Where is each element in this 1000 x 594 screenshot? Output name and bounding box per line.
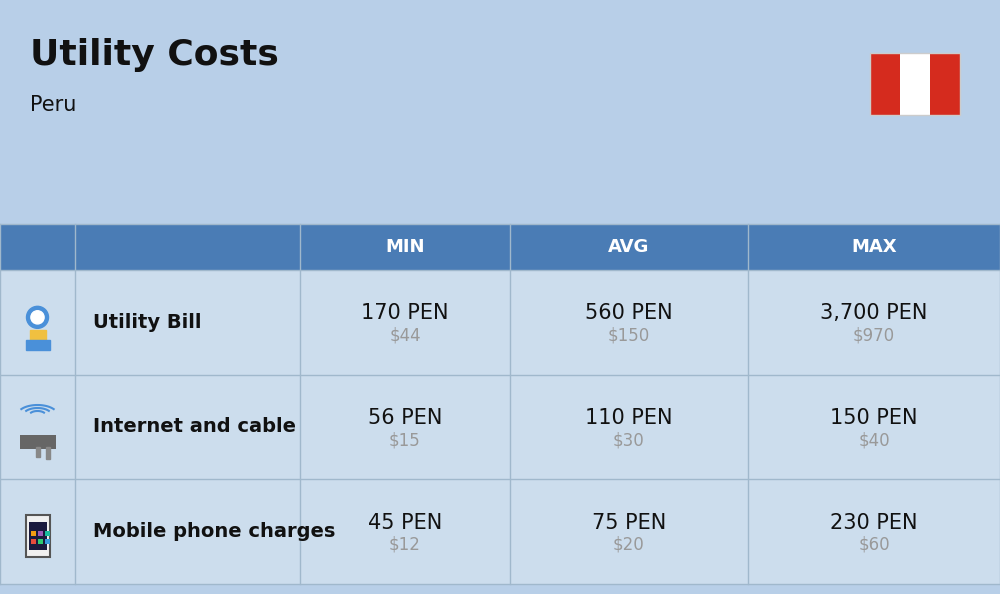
Bar (510, 270, 748, 375)
Text: 45 PEN: 45 PEN (368, 513, 442, 533)
Bar (510, 479, 748, 584)
Text: 3,700 PEN: 3,700 PEN (820, 304, 928, 323)
Bar (75, 270, 300, 375)
Bar (44, 530, 50, 536)
Text: MAX: MAX (851, 238, 897, 256)
Bar (748, 224, 1000, 270)
Text: 75 PEN: 75 PEN (592, 513, 666, 533)
Text: 110 PEN: 110 PEN (585, 408, 673, 428)
Bar (510, 224, 748, 270)
Bar (0, 224, 75, 270)
Bar (46, 447, 50, 459)
Bar (30, 539, 36, 544)
Circle shape (26, 307, 48, 328)
FancyBboxPatch shape (870, 53, 900, 115)
Bar (75, 375, 300, 479)
Bar (75, 479, 300, 584)
Text: $30: $30 (613, 431, 645, 449)
Bar (300, 479, 510, 584)
Bar (748, 375, 1000, 479)
Bar (30, 530, 36, 536)
Text: $970: $970 (853, 326, 895, 345)
Text: MIN: MIN (385, 238, 425, 256)
Text: AVG: AVG (608, 238, 650, 256)
Text: 230 PEN: 230 PEN (830, 513, 918, 533)
Text: 56 PEN: 56 PEN (368, 408, 442, 428)
Text: Internet and cable: Internet and cable (93, 418, 296, 437)
Text: $150: $150 (608, 326, 650, 345)
Text: $15: $15 (389, 431, 421, 449)
Bar (44, 539, 50, 544)
Bar (300, 224, 510, 270)
Bar (26, 340, 50, 350)
FancyBboxPatch shape (900, 53, 930, 115)
Text: Mobile phone charges: Mobile phone charges (93, 522, 335, 541)
Text: 560 PEN: 560 PEN (585, 304, 673, 323)
Bar (510, 375, 748, 479)
Bar (0, 375, 75, 479)
Bar (748, 479, 1000, 584)
Text: $40: $40 (858, 431, 890, 449)
Text: $44: $44 (389, 326, 421, 345)
Bar (36, 447, 40, 457)
Bar (20, 435, 56, 449)
Bar (30, 330, 46, 342)
Bar (748, 270, 1000, 375)
FancyBboxPatch shape (930, 53, 960, 115)
Bar (300, 270, 510, 375)
Bar (28, 522, 46, 549)
Text: Peru: Peru (30, 95, 76, 115)
Bar (300, 375, 510, 479)
Bar (38, 539, 42, 544)
Bar (75, 224, 300, 270)
Text: $12: $12 (389, 536, 421, 554)
Text: Utility Bill: Utility Bill (93, 313, 202, 332)
Text: 150 PEN: 150 PEN (830, 408, 918, 428)
Bar (38, 530, 42, 536)
Text: $60: $60 (858, 536, 890, 554)
Text: Utility Costs: Utility Costs (30, 38, 279, 72)
Bar (0, 270, 75, 375)
Text: 170 PEN: 170 PEN (361, 304, 449, 323)
Text: $20: $20 (613, 536, 645, 554)
Bar (26, 514, 50, 557)
Bar (0, 479, 75, 584)
Circle shape (31, 311, 44, 324)
